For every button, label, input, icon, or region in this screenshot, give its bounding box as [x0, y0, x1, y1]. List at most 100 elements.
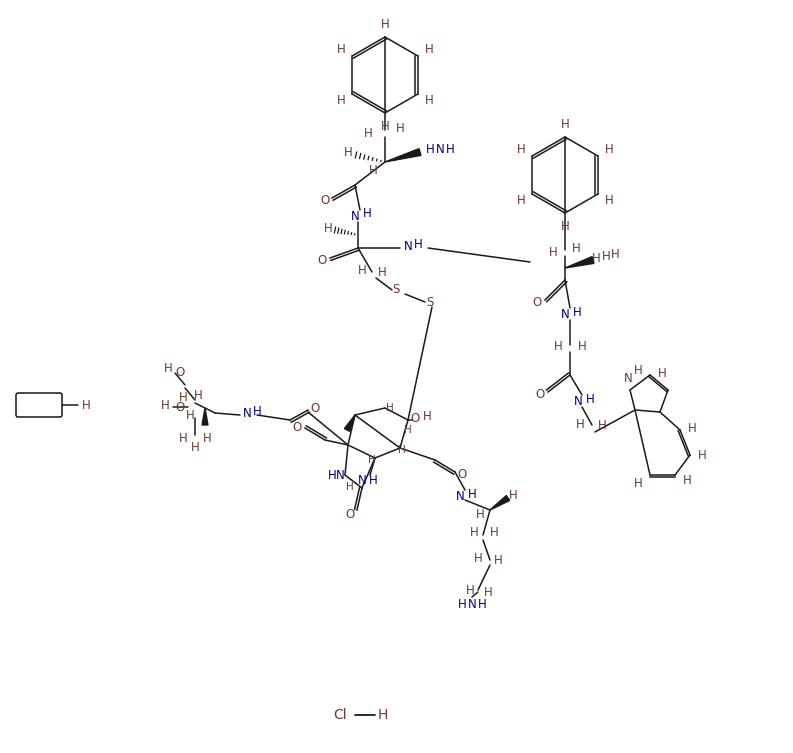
Text: N: N: [335, 468, 344, 481]
Text: H: H: [554, 340, 562, 352]
Text: H: H: [605, 143, 614, 156]
Text: H: H: [634, 477, 642, 489]
Text: H: H: [476, 508, 485, 522]
Polygon shape: [565, 257, 594, 268]
Text: H: H: [561, 117, 569, 130]
Text: H: H: [324, 221, 332, 234]
Text: H: H: [377, 266, 386, 279]
Text: H: H: [446, 142, 454, 156]
Text: H: H: [634, 364, 642, 376]
Text: H: H: [82, 398, 90, 411]
Text: O: O: [346, 508, 354, 522]
Text: H: H: [193, 389, 202, 401]
Text: H: H: [398, 445, 406, 455]
Text: H: H: [576, 417, 584, 431]
Text: H: H: [688, 422, 696, 434]
Text: H: H: [425, 94, 434, 107]
Text: O: O: [310, 401, 320, 414]
Text: H: H: [425, 43, 434, 56]
Text: H: H: [178, 431, 187, 444]
Text: H: H: [577, 340, 586, 352]
Text: H: H: [657, 367, 666, 380]
Text: H: H: [381, 120, 389, 133]
Text: H: H: [592, 252, 600, 264]
Text: H: H: [602, 249, 611, 263]
Text: H: H: [336, 94, 345, 107]
Text: H: H: [414, 237, 423, 251]
Text: O: O: [175, 365, 185, 379]
Text: N: N: [435, 142, 444, 156]
Text: N: N: [561, 307, 569, 321]
Text: H: H: [203, 431, 212, 444]
Text: H: H: [458, 599, 466, 611]
FancyBboxPatch shape: [16, 393, 62, 417]
Text: O: O: [410, 411, 419, 425]
Text: H: H: [381, 17, 389, 31]
Text: H: H: [477, 599, 486, 611]
Text: O: O: [175, 401, 185, 413]
Text: H: H: [516, 194, 525, 207]
Polygon shape: [490, 495, 510, 510]
Text: H: H: [343, 145, 352, 158]
Text: H: H: [611, 248, 619, 261]
Text: H: H: [163, 361, 172, 374]
Polygon shape: [202, 408, 208, 425]
Text: H: H: [362, 206, 371, 220]
Text: N: N: [404, 239, 412, 252]
Text: O: O: [458, 468, 466, 480]
Text: S: S: [393, 282, 400, 295]
Text: H: H: [489, 526, 498, 539]
Text: H: H: [346, 482, 354, 492]
Text: H: H: [328, 468, 336, 481]
Text: H: H: [585, 392, 595, 406]
Text: H: H: [468, 487, 477, 501]
Polygon shape: [385, 148, 421, 162]
Text: H: H: [484, 586, 492, 599]
Text: N: N: [573, 395, 582, 407]
Text: H: H: [561, 220, 569, 233]
Text: H: H: [572, 242, 580, 255]
Text: O: O: [317, 254, 327, 267]
Text: H: H: [493, 553, 503, 566]
Text: N: N: [243, 407, 251, 419]
Text: H: H: [423, 410, 431, 422]
Text: O: O: [535, 388, 545, 401]
Text: N: N: [623, 371, 632, 385]
Text: H: H: [369, 163, 377, 176]
Text: H: H: [161, 398, 170, 411]
Text: H: H: [369, 474, 377, 486]
Text: H: H: [253, 404, 262, 417]
Text: H: H: [396, 121, 404, 135]
Text: H: H: [508, 489, 517, 501]
Text: H: H: [426, 142, 435, 156]
Text: H: H: [364, 127, 373, 139]
Text: N: N: [456, 489, 465, 502]
Text: H: H: [386, 403, 394, 413]
Text: H: H: [465, 584, 474, 596]
Text: H: H: [358, 264, 366, 276]
Text: H: H: [598, 419, 607, 431]
Text: O: O: [320, 194, 330, 206]
Text: O: O: [293, 420, 301, 434]
Text: Cl: Cl: [333, 708, 347, 722]
Text: Abs: Abs: [28, 398, 52, 411]
Text: H: H: [473, 551, 482, 565]
Text: H: H: [573, 306, 581, 319]
Text: N: N: [468, 599, 477, 611]
Polygon shape: [344, 415, 355, 431]
Text: O: O: [532, 295, 542, 309]
Text: H: H: [368, 455, 376, 465]
Text: H: H: [469, 526, 478, 538]
Text: H: H: [683, 474, 691, 486]
Text: H: H: [377, 708, 389, 722]
Text: S: S: [427, 295, 434, 309]
Text: H: H: [549, 245, 557, 258]
Text: H: H: [698, 449, 707, 462]
Text: H: H: [186, 408, 194, 422]
Text: H: H: [516, 143, 525, 156]
Text: H: H: [190, 441, 199, 453]
Text: H: H: [404, 425, 412, 435]
Text: H: H: [336, 43, 345, 56]
Text: H: H: [178, 391, 187, 404]
Text: N: N: [358, 474, 366, 486]
